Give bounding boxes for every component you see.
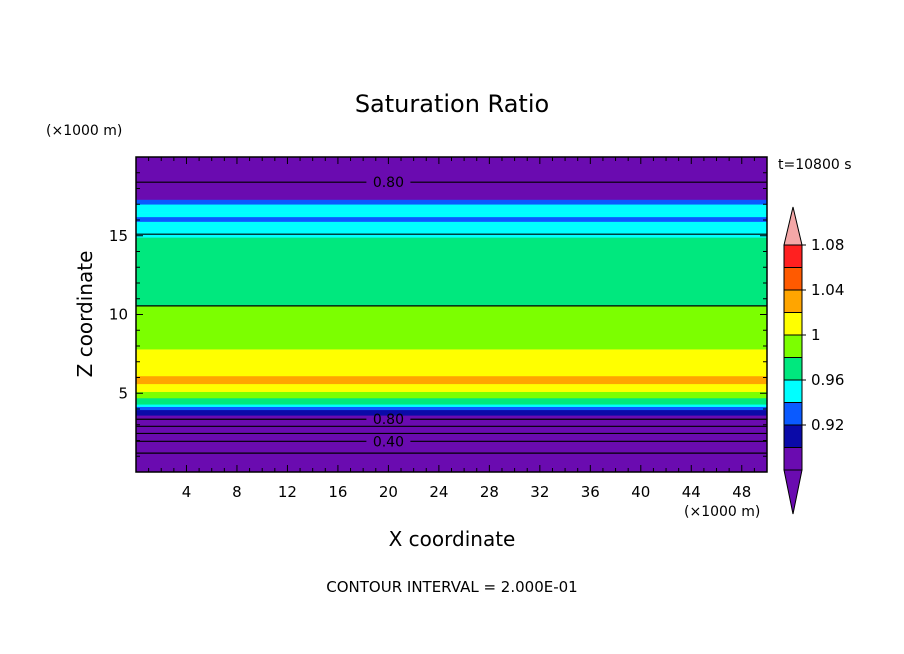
colorbar: 0.92 0.96 1 1.04 1.08	[783, 206, 844, 515]
x-tick-label-8: 8	[232, 483, 242, 501]
colorbar-segment-2	[783, 402, 803, 426]
x-axis: 4 8 12 16 20 24 28 32 36 40 44 48	[148, 157, 755, 501]
contour-band-6	[136, 383, 767, 392]
y-tick-label-5: 5	[118, 384, 128, 402]
colorbar-label-2: 1	[811, 326, 821, 344]
contour-band-4	[136, 397, 767, 405]
colorbar-top-arrow	[783, 206, 803, 246]
contour-interval-footer: CONTOUR INTERVAL = 2.000E-01	[326, 578, 577, 596]
contour-band-16	[136, 157, 767, 200]
x-tick-label-28: 28	[480, 483, 499, 501]
x-tick-label-4: 4	[182, 483, 192, 501]
x-unit-label: (×1000 m)	[684, 504, 760, 520]
x-tick-label-20: 20	[379, 483, 398, 501]
time-label: t=10800 s	[778, 157, 852, 173]
x-tick-label-16: 16	[328, 483, 347, 501]
contour-band-8	[136, 349, 767, 377]
contour-band-3	[136, 404, 767, 407]
contour-band-12	[136, 216, 767, 222]
contour-band-10	[136, 237, 767, 307]
contour-band-15	[136, 199, 767, 205]
colorbar-segment-6	[783, 312, 803, 336]
colorbar-segment-4	[783, 357, 803, 381]
x-tick-label-32: 32	[530, 483, 549, 501]
contour-band-5	[136, 391, 767, 399]
x-tick-label-40: 40	[631, 483, 650, 501]
contour-band-14	[136, 204, 767, 213]
contour-label-3: 0.80	[373, 412, 404, 428]
contour-label-6: 0.40	[373, 434, 404, 450]
contour-band-0	[136, 415, 767, 473]
colorbar-label-0: 0.92	[811, 416, 844, 434]
y-axis: 5 10 15	[109, 172, 767, 457]
contour-band-7	[136, 375, 767, 385]
y-axis-label: Z coordinate	[73, 251, 97, 378]
contour-label-0: 0.80	[373, 175, 404, 191]
contour-band-2	[136, 406, 767, 411]
colorbar-label-3: 1.04	[811, 281, 844, 299]
x-tick-label-24: 24	[429, 483, 448, 501]
x-axis-label: X coordinate	[389, 527, 516, 551]
colorbar-segment-0	[783, 447, 803, 471]
colorbar-segment-7	[783, 289, 803, 313]
colorbar-segment-8	[783, 267, 803, 291]
x-tick-label-44: 44	[682, 483, 701, 501]
colorbar-segment-9	[783, 244, 803, 268]
y-unit-label: (×1000 m)	[46, 123, 122, 139]
contour-band-1	[136, 409, 767, 416]
x-tick-label-48: 48	[732, 483, 751, 501]
x-tick-label-12: 12	[278, 483, 297, 501]
chart-title: Saturation Ratio	[355, 90, 549, 118]
colorbar-segment-3	[783, 379, 803, 403]
contour-fill-layer	[136, 157, 767, 473]
contour-band-13	[136, 212, 767, 218]
colorbar-segment-5	[783, 334, 803, 358]
contour-band-11	[136, 221, 767, 238]
y-tick-label-10: 10	[109, 306, 128, 324]
colorbar-segment-1	[783, 424, 803, 448]
contour-band-9	[136, 305, 767, 350]
contour-line-layer: 0.80 0.80 0.40	[136, 175, 767, 454]
colorbar-label-1: 0.96	[811, 371, 844, 389]
colorbar-bottom-arrow	[783, 469, 803, 515]
y-tick-label-15: 15	[109, 227, 128, 245]
colorbar-label-4: 1.08	[811, 236, 844, 254]
x-tick-label-36: 36	[581, 483, 600, 501]
